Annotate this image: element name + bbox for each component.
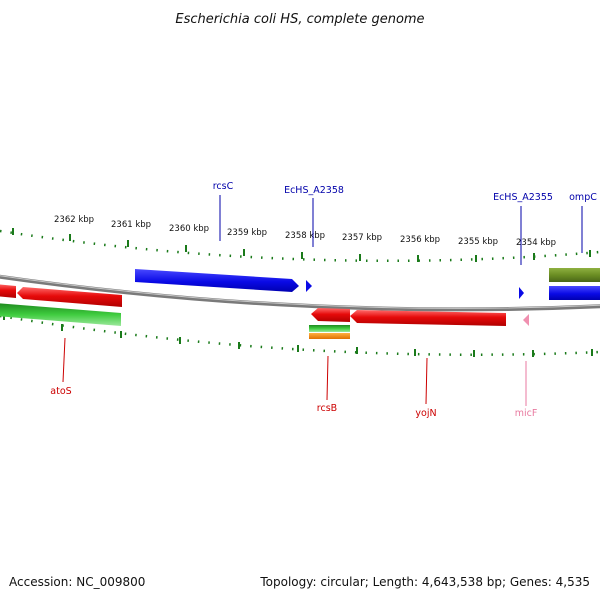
gene-atoS[interactable] (0, 284, 122, 307)
gene-label-EcHS_A2358[interactable]: EcHS_A2358 (284, 185, 344, 196)
tick-label: 2359 kbp (227, 228, 267, 238)
gene-label-EcHS_A2355[interactable]: EcHS_A2355 (493, 192, 553, 203)
genome-summary-text: Topology: circular; Length: 4,643,538 bp… (260, 575, 590, 589)
gene-yojN[interactable] (350, 310, 506, 326)
feature-bar-green-small (309, 325, 350, 332)
feature-bar-green-left (0, 303, 121, 326)
gene-arrow-EcHS_A2355 (519, 287, 524, 299)
gene-EcHS_A2358[interactable] (306, 280, 312, 292)
gene-arrow-rcsB (311, 308, 350, 322)
label-leaders (62, 195, 583, 406)
gene-label-ompC[interactable]: ompC (569, 192, 597, 203)
tick-label: 2357 kbp (342, 233, 382, 243)
tick-labels: 2362 kbp 2361 kbp 2360 kbp 2359 kbp 2358… (54, 215, 556, 248)
feature-bar-olive (549, 268, 600, 282)
gene-EcHS_A2355[interactable] (519, 287, 524, 299)
tick-label: 2361 kbp (111, 220, 151, 230)
feature-bar-orange (309, 333, 350, 339)
upper-major-ticks (12, 228, 591, 262)
gene-label-rcsB[interactable]: rcsB (317, 403, 337, 414)
tick-label: 2354 kbp (516, 238, 556, 248)
accession-text: Accession: NC_009800 (9, 575, 146, 589)
gene-arrow-atoS-2 (17, 287, 122, 307)
gene-ompC[interactable] (549, 286, 600, 300)
gene-bar-ompC (549, 286, 600, 300)
genome-backbone (0, 274, 600, 312)
gene-rcsC[interactable] (135, 269, 299, 292)
tick-label: 2356 kbp (400, 235, 440, 245)
tick-label: 2355 kbp (458, 237, 498, 247)
gene-rcsB[interactable] (311, 308, 350, 322)
gene-arrow-atoS (0, 284, 16, 298)
gene-arrow-micF (523, 314, 529, 326)
gene-arrow-EcHS_A2358 (306, 280, 312, 292)
gene-arrow-rcsC (135, 269, 299, 292)
tick-label: 2358 kbp (285, 231, 325, 241)
gene-label-micF[interactable]: micF (515, 408, 538, 419)
lower-ruler-dots (0, 314, 600, 356)
gene-label-atoS[interactable]: atoS (50, 386, 71, 397)
map-title: Escherichia coli HS, complete genome (175, 12, 424, 27)
tick-label: 2362 kbp (54, 215, 94, 225)
gene-label-yojN[interactable]: yojN (415, 408, 436, 419)
upper-ruler-dots (0, 229, 600, 263)
tick-label: 2360 kbp (169, 224, 209, 234)
gene-micF[interactable] (523, 314, 529, 326)
gene-label-rcsC[interactable]: rcsC (213, 181, 234, 192)
gene-arrow-yojN (350, 310, 506, 326)
